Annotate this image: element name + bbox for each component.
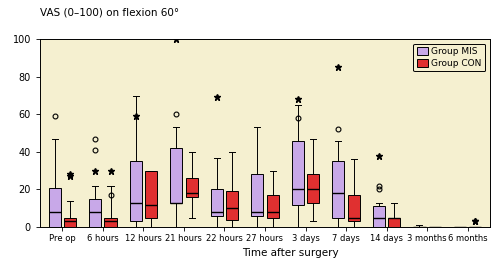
PathPatch shape (170, 148, 182, 203)
PathPatch shape (186, 178, 198, 197)
PathPatch shape (48, 188, 60, 227)
PathPatch shape (210, 189, 223, 216)
PathPatch shape (332, 161, 344, 218)
PathPatch shape (104, 218, 117, 227)
PathPatch shape (388, 218, 400, 227)
PathPatch shape (251, 174, 264, 216)
Text: Time after surgery: Time after surgery (242, 248, 338, 258)
PathPatch shape (64, 218, 76, 227)
Text: VAS (0–100) on flexion 60°: VAS (0–100) on flexion 60° (40, 8, 179, 18)
Legend: Group MIS, Group CON: Group MIS, Group CON (414, 44, 486, 72)
PathPatch shape (226, 191, 238, 220)
PathPatch shape (145, 171, 157, 218)
PathPatch shape (130, 161, 142, 221)
PathPatch shape (89, 199, 101, 227)
PathPatch shape (266, 195, 279, 218)
PathPatch shape (373, 206, 385, 227)
PathPatch shape (348, 195, 360, 221)
PathPatch shape (307, 174, 320, 203)
PathPatch shape (292, 141, 304, 205)
